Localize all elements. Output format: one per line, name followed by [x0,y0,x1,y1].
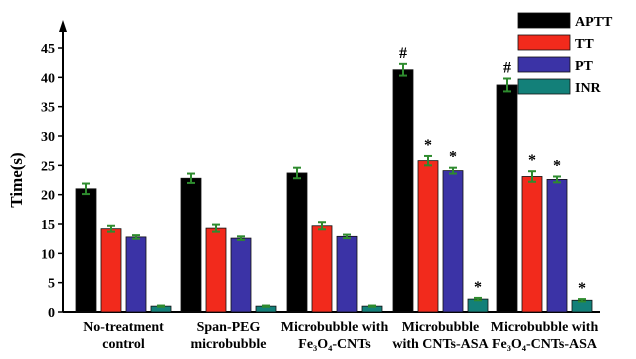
legend-swatch-pt [517,56,571,73]
annotations: # * * * # * * * [399,45,586,297]
significance-mark: # [503,60,511,77]
bar-pt [230,237,252,313]
significance-mark: * [553,157,561,174]
bar-aptt [180,177,202,313]
legend: APTT TT PT INR [517,12,613,96]
bar-aptt [392,69,414,313]
legend-label-tt: TT [575,37,594,52]
bar-aptt [286,172,308,313]
x-tick-label: Microbubble with [281,320,389,335]
x-tick-label: Microbubble with [491,320,599,335]
legend-label-aptt: APTT [575,15,613,30]
bar-tt [417,160,439,313]
x-tick-label: Fe₃O₄-CNTs [298,337,371,352]
bar-pt [336,235,358,313]
y-tick-label: 25 [41,159,55,174]
x-tick-label: microbubble [191,337,267,352]
y-tick-label: 45 [41,42,55,57]
significance-mark: * [449,149,457,166]
legend-swatch-inr [517,78,571,95]
legend-label-pt: PT [575,59,594,74]
y-tick-label: 5 [48,277,55,292]
y-tick-label: 15 [41,218,55,233]
bar-pt [546,179,568,313]
significance-mark: # [399,45,407,62]
x-tick-label: with CNTs-ASA [392,337,489,352]
y-axis-label: Time(s) [7,152,26,207]
x-tick-label: Fe₃O₄-CNTs-ASA [492,337,598,352]
bar-pt [442,170,464,313]
significance-mark: * [474,279,482,296]
x-tick-label: Span-PEG [197,320,261,335]
legend-swatch-aptt [517,12,571,29]
significance-mark: * [578,280,586,297]
bar-pt [125,236,147,313]
legend-swatch-tt [517,34,571,51]
bar-tt [311,225,333,313]
bar-tt [205,227,227,313]
y-tick-label: 40 [41,71,55,86]
bar-tt [100,228,122,313]
y-tick-label: 20 [41,189,55,204]
x-tick-label: No-treatment [83,320,164,335]
y-tick-label: 30 [41,130,55,145]
bar-tt [521,176,543,313]
legend-label-inr: INR [575,81,602,96]
bars [75,62,593,313]
significance-mark: * [528,152,536,169]
y-tick-label: 35 [41,101,55,116]
y-tick-label: 10 [41,247,55,262]
y-tick-label: 0 [48,306,55,321]
y-axis-arrow [59,20,67,32]
bar-aptt [496,84,518,313]
x-tick-label: control [102,337,145,352]
x-tick-label: Microbubble [402,320,480,335]
significance-mark: * [424,137,432,154]
bar-aptt [75,188,97,313]
